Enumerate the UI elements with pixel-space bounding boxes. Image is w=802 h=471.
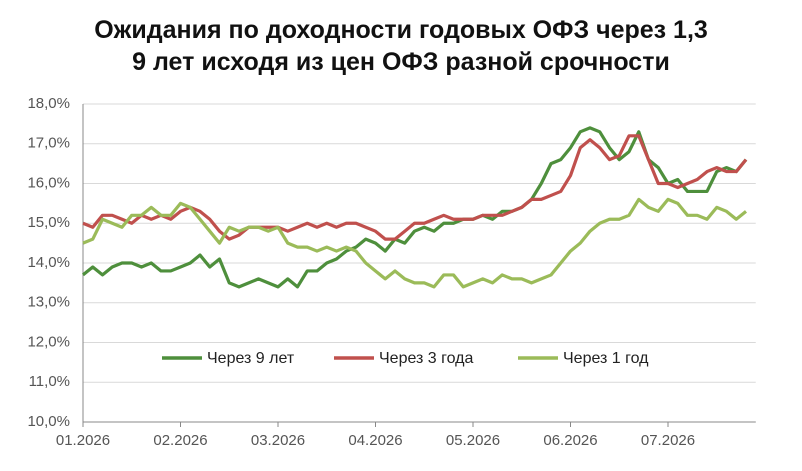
y-tick-label: 17,0% [27,135,70,152]
x-tick-label: 07.2026 [641,432,695,449]
y-tick-label: 16,0% [27,174,70,191]
y-tick-label: 11,0% [29,373,70,390]
y-tick-label: 12,0% [27,333,70,350]
y-tick-label: 13,0% [27,294,70,311]
x-tick-label: 05.2026 [446,432,500,449]
series-line [82,134,748,241]
legend-label: Через 9 лет [207,350,295,367]
y-tick-label: 15,0% [27,214,70,231]
x-tick-label: 06.2026 [543,432,597,449]
chart-title: Ожидания по доходности годовых ОФЗ через… [94,16,708,76]
x-tick-label: 02.2026 [153,432,207,449]
y-tick-label: 18,0% [27,95,70,112]
x-tick-label: 01.2026 [56,432,110,449]
x-tick-label: 03.2026 [251,432,305,449]
series-line [81,126,748,289]
y-tick-label: 10,0% [27,413,70,430]
legend-label: Через 3 года [379,350,474,367]
series-line [82,197,748,289]
legend-label: Через 1 год [563,350,649,367]
y-tick-label: 14,0% [27,254,70,271]
x-tick-label: 04.2026 [348,432,402,449]
